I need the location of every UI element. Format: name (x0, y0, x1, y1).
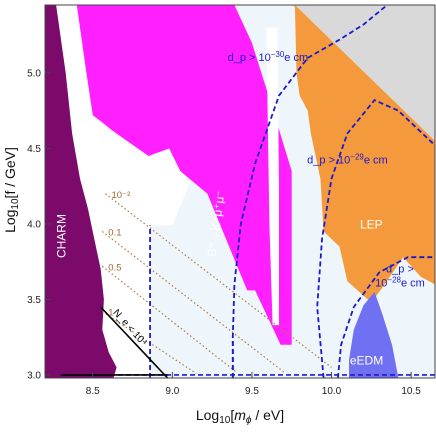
y-tick-label-4: 5.0 (27, 68, 41, 79)
regions-layer (45, 5, 435, 378)
axes-layer: 8.5 9.0 9.5 10.0 10.53.03.54.04.55.0 (27, 68, 421, 397)
x-tick-label-4: 10.5 (401, 386, 421, 397)
x-tick-label-2: 9.5 (245, 386, 259, 397)
dp-line-2 (337, 256, 435, 378)
lines-layer (60, 5, 435, 378)
x-tick-label-0: 8.5 (86, 386, 100, 397)
x-axis-title: Log10[mϕ / eV] (196, 407, 284, 426)
dp-label-1: d_p > 10−29e cm (307, 153, 388, 167)
plot-frame (44, 4, 436, 379)
region-label-0: CHARM (55, 214, 69, 258)
contour-label-0: 10⁻² (111, 190, 130, 201)
region-edm (349, 291, 399, 378)
ne-line (100, 306, 169, 378)
dp-label-0: d_p > 10−30e cm (228, 50, 309, 64)
y-tick-label-1: 3.5 (27, 295, 41, 306)
contour-label-1: 0.1 (108, 228, 121, 239)
y-tick-label-3: 4.5 (27, 144, 41, 155)
contour-label-3: 1 (108, 308, 113, 319)
dp-line-0 (231, 5, 388, 378)
region-charm (45, 5, 117, 378)
dp-label-2: d_p >10−28e cm (375, 263, 425, 289)
y-tick-label-0: 3.0 (27, 370, 41, 381)
contour-line-2 (101, 265, 237, 373)
x-tick-label-3: 10.0 (322, 386, 342, 397)
dp-line-1 (316, 98, 435, 378)
region-label-2: LEP (360, 217, 383, 231)
y-axis-title: Log10[f / GeV] (2, 147, 21, 233)
region-bkmumu (76, 5, 292, 345)
region-label-3: eEDM (350, 353, 383, 367)
x-tick-label-1: 9.0 (165, 386, 179, 397)
contour-label-2: 0.5 (108, 262, 121, 273)
region-lep (294, 5, 435, 303)
y-tick-label-2: 4.0 (27, 219, 41, 230)
